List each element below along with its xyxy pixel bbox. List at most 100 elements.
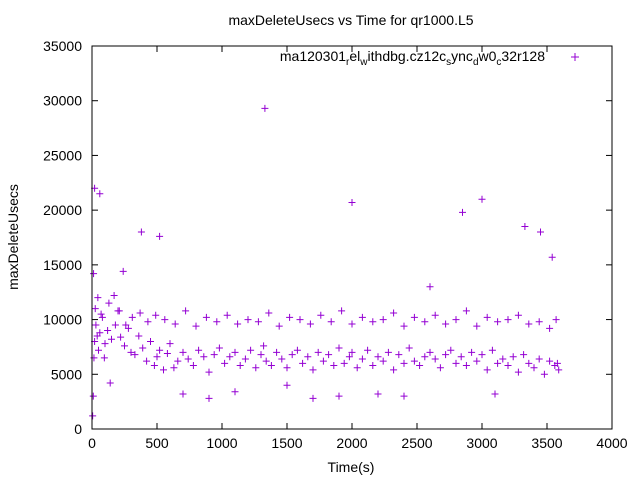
data-point bbox=[494, 318, 502, 326]
data-point bbox=[221, 359, 229, 367]
data-point bbox=[514, 368, 522, 376]
y-tick-label: 30000 bbox=[43, 93, 82, 109]
data-point bbox=[260, 342, 268, 350]
data-point bbox=[152, 311, 160, 319]
data-point bbox=[131, 351, 139, 359]
data-point bbox=[244, 316, 252, 324]
data-point bbox=[234, 320, 242, 328]
data-point bbox=[348, 348, 356, 356]
data-point bbox=[473, 357, 481, 365]
data-point bbox=[555, 366, 563, 374]
data-point bbox=[105, 299, 113, 307]
x-tick-label: 4000 bbox=[596, 435, 627, 451]
data-point bbox=[410, 313, 418, 321]
data-point bbox=[345, 353, 353, 361]
data-point bbox=[416, 362, 424, 370]
data-point bbox=[137, 228, 145, 236]
data-point bbox=[283, 381, 291, 389]
data-point bbox=[241, 355, 249, 363]
data-point bbox=[153, 353, 161, 361]
data-point bbox=[390, 366, 398, 374]
data-point bbox=[262, 357, 270, 365]
data-point bbox=[504, 316, 512, 324]
data-point bbox=[468, 348, 476, 356]
legend-label: ma120301relwithdbg.cz12csyncdw0c32r128 bbox=[280, 48, 545, 68]
data-point bbox=[254, 318, 262, 326]
data-point bbox=[119, 267, 127, 275]
data-point bbox=[442, 351, 450, 359]
data-point bbox=[358, 355, 366, 363]
data-point bbox=[509, 353, 517, 361]
data-point bbox=[426, 283, 434, 291]
data-point bbox=[195, 346, 203, 354]
x-tick-label: 3500 bbox=[531, 435, 562, 451]
y-tick-label: 10000 bbox=[43, 312, 82, 328]
data-point bbox=[192, 322, 200, 330]
data-point bbox=[514, 311, 522, 319]
data-point bbox=[156, 232, 164, 240]
data-point bbox=[431, 311, 439, 319]
data-point bbox=[143, 357, 151, 365]
x-tick-label: 500 bbox=[145, 435, 169, 451]
data-point bbox=[101, 340, 109, 348]
data-point bbox=[110, 291, 118, 299]
y-tick-label: 35000 bbox=[43, 38, 82, 54]
data-point bbox=[340, 359, 348, 367]
data-point bbox=[275, 322, 283, 330]
data-point bbox=[478, 351, 486, 359]
data-point bbox=[121, 342, 128, 350]
data-point bbox=[205, 394, 213, 402]
data-point bbox=[483, 366, 491, 374]
data-point bbox=[400, 392, 408, 400]
data-point bbox=[410, 357, 418, 365]
data-point bbox=[473, 322, 481, 330]
y-tick-label: 5000 bbox=[51, 366, 82, 382]
data-point bbox=[504, 362, 512, 370]
data-point bbox=[89, 392, 97, 400]
data-point bbox=[535, 318, 543, 326]
data-point bbox=[384, 348, 392, 356]
data-point bbox=[421, 353, 429, 361]
data-point bbox=[358, 313, 366, 321]
data-point bbox=[147, 337, 154, 345]
data-point bbox=[309, 366, 317, 374]
x-tick-label: 3000 bbox=[466, 435, 497, 451]
data-point bbox=[115, 307, 123, 315]
data-point bbox=[247, 346, 255, 354]
data-point bbox=[128, 313, 136, 321]
data-point bbox=[91, 305, 99, 313]
data-point bbox=[278, 355, 286, 363]
data-point bbox=[96, 190, 104, 198]
data-point bbox=[535, 355, 543, 363]
data-point bbox=[90, 270, 98, 278]
data-point bbox=[252, 364, 260, 372]
data-point bbox=[94, 294, 102, 302]
data-point bbox=[369, 362, 377, 370]
data-point bbox=[184, 355, 192, 363]
data-point bbox=[205, 368, 213, 376]
data-point bbox=[213, 318, 221, 326]
data-point bbox=[210, 351, 218, 359]
y-tick-label: 25000 bbox=[43, 147, 82, 163]
data-point bbox=[161, 316, 169, 324]
data-point bbox=[462, 362, 470, 370]
data-point bbox=[452, 359, 460, 367]
data-point bbox=[299, 359, 307, 367]
data-point bbox=[317, 311, 325, 319]
data-point bbox=[139, 344, 147, 352]
axes: 0 500 1000 1500 2000 2500 3000 3500 4000 0 5000 100… bbox=[43, 38, 628, 451]
data-point bbox=[319, 357, 327, 365]
data-point bbox=[309, 394, 317, 402]
data-point bbox=[335, 344, 343, 352]
data-point bbox=[483, 313, 491, 321]
data-point bbox=[136, 309, 144, 317]
data-point bbox=[283, 364, 291, 372]
data-point bbox=[488, 346, 496, 354]
data-point bbox=[553, 359, 561, 367]
data-point bbox=[400, 359, 408, 367]
data-point bbox=[374, 353, 382, 361]
data-point bbox=[98, 313, 106, 321]
legend: ma120301relwithdbg.cz12csyncdw0c32r128 bbox=[280, 48, 579, 68]
data-point bbox=[348, 320, 356, 328]
